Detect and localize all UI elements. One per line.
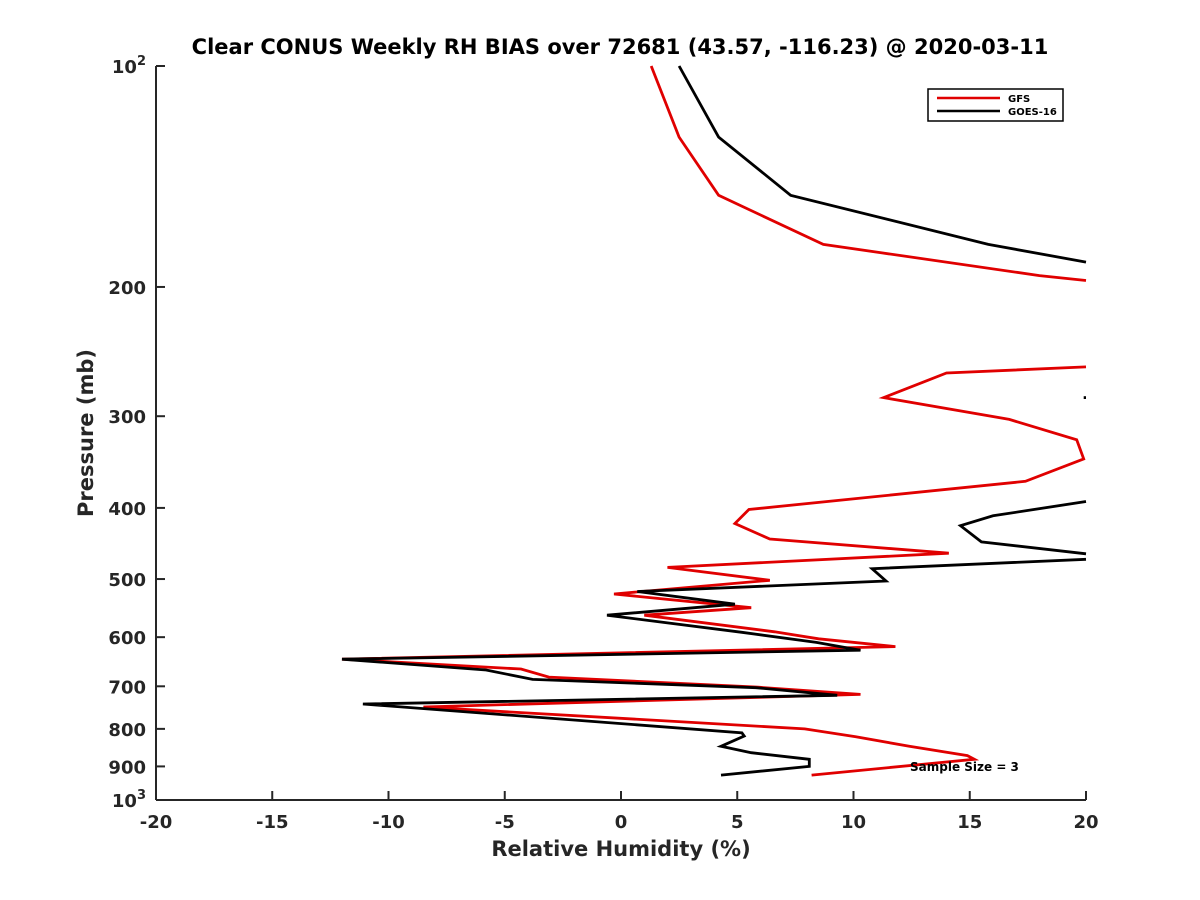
legend-box — [927, 88, 1064, 122]
x-tick-label: 0 — [615, 812, 628, 833]
x-tick-label: -15 — [256, 812, 289, 833]
y-tick-label: 102 — [112, 54, 146, 78]
x-tick-label: 5 — [731, 812, 744, 833]
series-gfs-line-1 — [341, 365, 1087, 777]
y-axis-label: Pressure (mb) — [74, 349, 98, 517]
legend-label: GOES-16 — [1008, 107, 1057, 118]
x-tick-label: 20 — [1073, 812, 1098, 833]
x-tick-label: -20 — [140, 812, 173, 833]
y-tick-label: 800 — [108, 720, 146, 741]
y-tick-label: 900 — [108, 757, 146, 778]
x-axis-label: Relative Humidity (%) — [491, 837, 750, 861]
y-tick-label: 300 — [108, 407, 146, 428]
x-tick-label: 15 — [957, 812, 982, 833]
series-gfs-line-0 — [649, 65, 1087, 282]
chart-title: Clear CONUS Weekly RH BIAS over 72681 (4… — [192, 35, 1049, 59]
y-tick-label: 400 — [108, 499, 146, 520]
plot-area — [341, 65, 1087, 777]
legend: GFS GOES-16 — [927, 88, 1064, 122]
y-tick-label: 600 — [108, 628, 146, 649]
x-tick-label: -5 — [495, 812, 515, 833]
sample-size-annotation: Sample Size = 3 — [910, 760, 1019, 774]
y-tick-label: 700 — [108, 677, 146, 698]
series-goes-16-line-3 — [341, 557, 1087, 777]
y-tick-label: 500 — [108, 570, 146, 591]
axes: -20 -15 -10 -5 0 5 10 15 20 102 200 300 400 500 600 700… — [108, 54, 1098, 833]
legend-label: GFS — [1008, 94, 1030, 105]
series-goes-16-line-0 — [677, 65, 1087, 264]
x-tick-label: 10 — [841, 812, 866, 833]
y-tick-label: 103 — [112, 788, 146, 812]
series-goes-16-line-2 — [957, 500, 1087, 556]
x-tick-label: -10 — [372, 812, 405, 833]
y-tick-label: 200 — [108, 278, 146, 299]
